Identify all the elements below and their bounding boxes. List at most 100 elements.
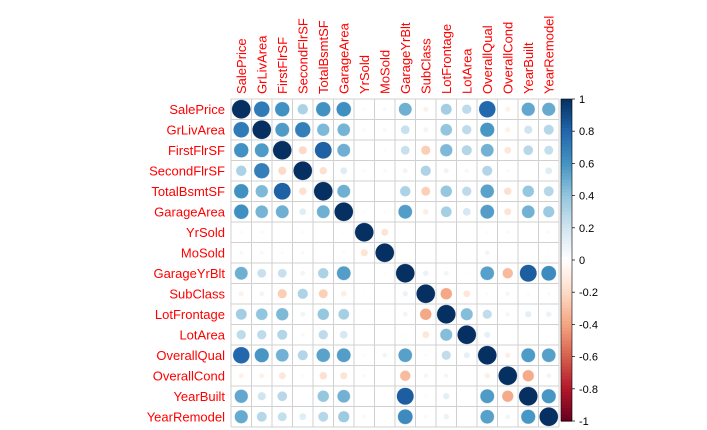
corr-circle-LotArea-FirstFlrSF [276,329,288,341]
corr-circle-LotFrontage-SecondFlrSF [299,311,306,318]
colorbar-segment [561,160,572,164]
column-label-LotArea: LotArea [459,48,474,94]
corr-circle-GrLivArea-YearRemodel [543,124,554,135]
corr-circle-LotArea-SubClass [422,331,430,339]
corr-circle-TotalBsmtSF-OverallCond [503,187,512,196]
corr-circle-SubClass-OverallQual [485,291,490,296]
colorbar-tick-label: -0.8 [579,384,598,396]
corr-circle-YearBuilt-FirstFlrSF [277,391,288,402]
colorbar-segment [561,269,572,274]
corr-circle-MoSold-GarageYrBlt [403,251,407,255]
row-label-LotArea: LotArea [179,327,225,342]
corr-circle-SecondFlrSF-OverallQual [481,165,493,177]
corr-circle-OverallQual-LotFrontage [441,350,452,361]
corr-circle-YearBuilt-LotFrontage [442,392,450,400]
colorbar-segment [561,288,572,293]
corr-circle-GrLivArea-GarageArea [337,123,351,137]
corr-circle-FirstFlrSF-SecondFlrSF [298,145,308,155]
corr-circle-TotalBsmtSF-FirstFlrSF [273,182,291,200]
colorbar-segment [561,234,572,239]
corr-circle-GarageArea-YrSold [362,209,367,214]
corr-circle-FirstFlrSF-FirstFlrSF [272,140,292,160]
corr-circle-FirstFlrSF-MoSold [382,148,387,153]
corr-circle-GarageArea-GrLivArea [255,205,269,219]
row-label-YearBuilt: YearBuilt [173,389,225,404]
row-label-LotFrontage: LotFrontage [155,307,225,322]
corr-circle-GarageYrBlt-YearRemodel [541,265,557,281]
corr-circle-GarageYrBlt-LotFrontage [443,270,449,276]
corr-circle-OverallQual-YearBuilt [520,347,536,363]
corr-circle-GarageArea-TotalBsmtSF [316,204,331,219]
colorbar-segment [561,231,572,235]
corr-circle-LotArea-OverallQual [483,331,491,339]
colorbar-segment [561,314,572,319]
corr-circle-YrSold-GarageYrBlt [404,231,407,234]
colorbar-segment [561,243,572,248]
colorbar-segment [561,266,572,271]
colorbar-segment [561,195,572,200]
corr-circle-YearRemodel-OverallQual [480,409,495,424]
corr-circle-GarageArea-GarageArea [334,202,354,222]
corr-circle-GarageYrBlt-TotalBsmtSF [317,267,329,279]
corr-circle-SubClass-LotFrontage [440,287,453,300]
corr-circle-SecondFlrSF-SecondFlrSF [293,161,313,181]
column-label-YearRemodel: YearRemodel [541,16,556,94]
corr-circle-LotArea-GarageYrBlt [403,333,407,337]
colorbar-segment [561,247,572,251]
corr-circle-GarageArea-SalePrice [233,204,249,220]
corr-circle-YearBuilt-GarageArea [337,389,351,403]
colorbar-segment [561,111,572,116]
circles-layer [231,99,559,427]
colorbar-segment [561,272,572,277]
colorbar-segment [561,388,572,393]
colorbar-segment [561,334,572,338]
corr-circle-LotArea-GarageArea [339,330,348,339]
colorbar: -1 -0.8 -0.6 -0.4 -0.2 0 0.2 0.4 0.6 0.8 1 [560,94,598,428]
corr-circle-FirstFlrSF-OverallCond [504,146,512,154]
corr-circle-SalePrice-YearRemodel [541,102,556,117]
colorbar-segment [561,375,572,380]
corr-circle-LotFrontage-GrLivArea [255,308,268,321]
row-label-YearRemodel: YearRemodel [147,409,225,424]
corr-circle-YearRemodel-LotFrontage [443,413,450,420]
colorbar-segment [561,99,572,103]
column-label-FirstFlrSF: FirstFlrSF [275,37,290,94]
corr-circle-MoSold-SalePrice [238,250,244,256]
colorbar-segment [561,404,572,409]
colorbar-segment [561,214,572,219]
corr-circle-GarageArea-FirstFlrSF [275,204,290,219]
corr-circle-SubClass-FirstFlrSF [277,288,288,299]
corr-circle-GarageYrBlt-SecondFlrSF [300,270,306,276]
colorbar-segment [561,224,572,229]
colorbar-tick-label: -1 [579,416,589,428]
colorbar-segment [561,392,572,396]
corr-circle-SubClass-MoSold [383,292,386,295]
colorbar-segment [561,385,572,390]
corr-circle-SubClass-GarageYrBlt [402,290,409,297]
column-label-TotalBsmtSF: TotalBsmtSF [316,20,331,94]
colorbar-segment [561,260,572,264]
colorbar-segment [561,240,572,245]
colorbar-segment [561,189,572,193]
corr-circle-GrLivArea-GarageYrBlt [400,125,410,135]
colorbar-segment [561,221,572,226]
colorbar-segment [561,343,572,348]
corr-circle-GrLivArea-YearBuilt [523,125,533,135]
corr-circle-YrSold-SecondFlrSF [300,230,305,235]
colorbar-segment [561,253,572,258]
colorbar-segment [561,292,572,297]
corr-circle-LotFrontage-LotFrontage [436,304,456,324]
corr-circle-GrLivArea-TotalBsmtSF [316,123,330,137]
corr-circle-LotArea-OverallCond [506,333,509,336]
corr-circle-YrSold-YrSold [354,222,374,242]
corr-circle-LotFrontage-GarageArea [338,308,350,320]
colorbar-segment [561,363,572,367]
corr-circle-YrSold-YearBuilt [527,231,530,234]
corr-circle-SecondFlrSF-FirstFlrSF [277,166,287,176]
corr-circle-MoSold-LotFrontage [445,251,448,254]
row-label-GrLivArea: GrLivArea [166,122,225,137]
corr-circle-LotArea-LotArea [457,325,477,345]
column-label-GarageArea: GarageArea [336,22,351,94]
corr-circle-YrSold-YearRemodel [546,230,551,235]
corr-circle-OverallQual-GrLivArea [254,347,270,363]
